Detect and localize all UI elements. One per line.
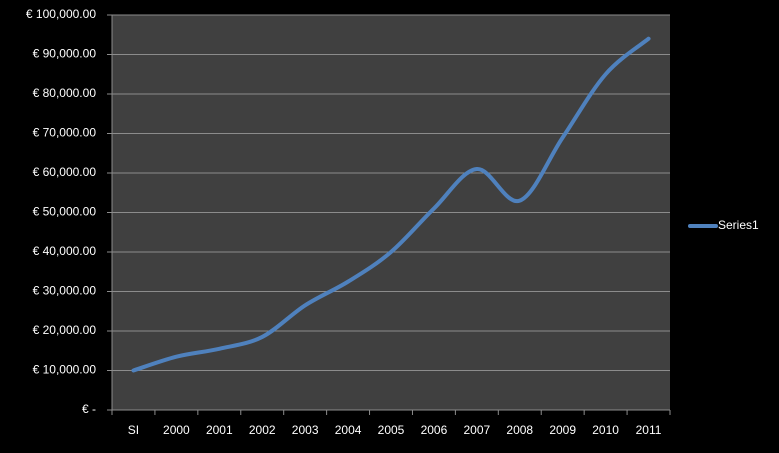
- x-tick-label: 2007: [463, 423, 490, 437]
- y-tick-label: € 60,000.00: [33, 165, 97, 179]
- series-line: [131, 36, 651, 373]
- x-tick-label: SI: [128, 423, 139, 437]
- x-tick-label: 2001: [206, 423, 233, 437]
- y-tick-label: € 30,000.00: [33, 284, 97, 298]
- x-tick-label: 2000: [163, 423, 190, 437]
- y-tick-label: € 100,000.00: [26, 7, 96, 21]
- x-tick-label: 2006: [421, 423, 448, 437]
- x-tick-label: 2010: [592, 423, 619, 437]
- legend-label: Series1: [718, 218, 759, 232]
- y-tick-label: € 10,000.00: [33, 363, 97, 377]
- y-tick-label: € 20,000.00: [33, 323, 97, 337]
- y-tick-label: € 40,000.00: [33, 244, 97, 258]
- y-tick-label: € 70,000.00: [33, 126, 97, 140]
- y-tick-label: € 80,000.00: [33, 86, 97, 100]
- x-tick-label: 2008: [506, 423, 533, 437]
- x-tick-label: 2003: [292, 423, 319, 437]
- x-tick-label: 2011: [636, 423, 662, 437]
- y-tick-label: € 50,000.00: [33, 205, 97, 219]
- x-tick-label: 2009: [549, 423, 576, 437]
- x-tick-label: 2002: [249, 423, 276, 437]
- x-tick-label: 2004: [335, 423, 362, 437]
- x-tick-label: 2005: [378, 423, 405, 437]
- y-tick-label: € -: [82, 402, 96, 416]
- y-tick-label: € 90,000.00: [33, 47, 97, 61]
